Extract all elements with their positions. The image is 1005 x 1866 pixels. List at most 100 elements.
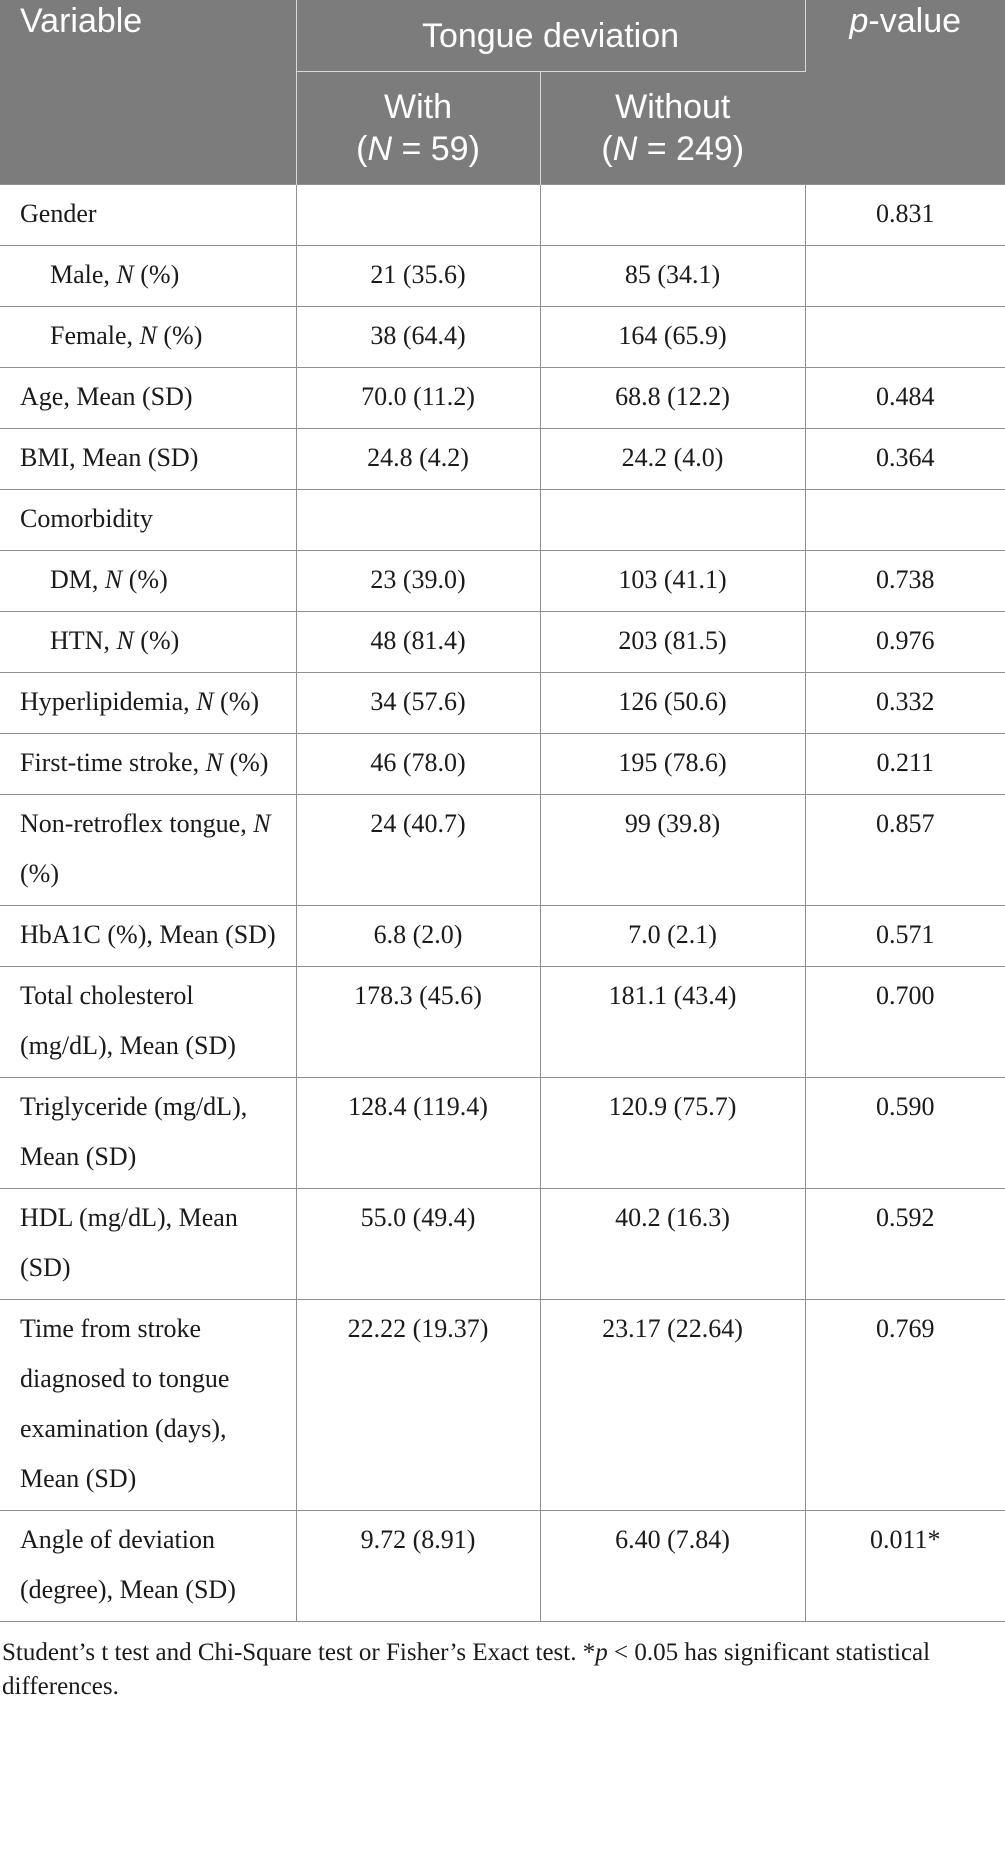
cell-p-value: 0.857 bbox=[804, 794, 1005, 906]
row-label: Male, N (%) bbox=[0, 245, 297, 307]
table-body: Gender 0.831 Male, N (%) 21 (35.6) 85 (34.1)… bbox=[0, 184, 1005, 1622]
cell-with: 46 (78.0) bbox=[295, 733, 541, 795]
cell-with: 24.8 (4.2) bbox=[295, 428, 541, 490]
cell-without: 120.9 (75.7) bbox=[539, 1077, 806, 1189]
table-row: Male, N (%) 21 (35.6) 85 (34.1) bbox=[0, 245, 1005, 307]
table-row: Hyperlipidemia, N (%) 34 (57.6) 126 (50.6)… bbox=[0, 672, 1005, 734]
cell-with: 21 (35.6) bbox=[295, 245, 541, 307]
header-p-italic: p bbox=[849, 2, 869, 40]
cell-without: 181.1 (43.4) bbox=[539, 966, 806, 1078]
table-row: HbA1C (%), Mean (SD) 6.8 (2.0) 7.0 (2.1) 0.… bbox=[0, 905, 1005, 967]
table-row: Non-retroflex tongue, N (%) 24 (40.7) 99 (… bbox=[0, 794, 1005, 906]
table-row: Triglyceride (mg/dL), Mean (SD) 128.4 (11… bbox=[0, 1077, 1005, 1189]
cell-with: 9.72 (8.91) bbox=[295, 1510, 541, 1622]
header-p-suffix: -value bbox=[868, 2, 962, 40]
cell-without bbox=[539, 489, 806, 551]
cell-p-value: 0.831 bbox=[804, 184, 1005, 246]
row-label: Age, Mean (SD) bbox=[0, 367, 297, 429]
cell-without: 203 (81.5) bbox=[539, 611, 806, 673]
header-without-label: Without bbox=[615, 88, 731, 126]
cell-p-value: 0.769 bbox=[804, 1299, 1005, 1511]
cell-with: 48 (81.4) bbox=[295, 611, 541, 673]
cell-p-value: 0.011* bbox=[804, 1510, 1005, 1622]
cell-with: 6.8 (2.0) bbox=[295, 905, 541, 967]
cell-without: 103 (41.1) bbox=[539, 550, 806, 612]
table-row: Time from stroke diagnosed to tongue exa… bbox=[0, 1299, 1005, 1511]
cell-p-value: 0.484 bbox=[804, 367, 1005, 429]
table-row: First-time stroke, N (%) 46 (78.0) 195 (78… bbox=[0, 733, 1005, 795]
cell-with: 38 (64.4) bbox=[295, 306, 541, 368]
header-with: With (N = 59) bbox=[296, 71, 541, 185]
cell-p-value bbox=[804, 306, 1005, 368]
cell-with: 70.0 (11.2) bbox=[295, 367, 541, 429]
header-without: Without (N = 249) bbox=[540, 71, 805, 185]
row-label: Triglyceride (mg/dL), Mean (SD) bbox=[0, 1077, 297, 1189]
cell-without: 68.8 (12.2) bbox=[539, 367, 806, 429]
header-p-value: p-value bbox=[805, 0, 1005, 185]
cell-with bbox=[295, 184, 541, 246]
table-row: HDL (mg/dL), Mean (SD) 55.0 (49.4) 40.2 (1… bbox=[0, 1188, 1005, 1300]
row-label: Hyperlipidemia, N (%) bbox=[0, 672, 297, 734]
cell-with: 22.22 (19.37) bbox=[295, 1299, 541, 1511]
cell-with: 178.3 (45.6) bbox=[295, 966, 541, 1078]
results-table: Variable Tongue deviation p-value With (N… bbox=[0, 0, 1005, 1622]
cell-without: 23.17 (22.64) bbox=[539, 1299, 806, 1511]
cell-with bbox=[295, 489, 541, 551]
row-label: First-time stroke, N (%) bbox=[0, 733, 297, 795]
cell-p-value bbox=[804, 245, 1005, 307]
row-label: HbA1C (%), Mean (SD) bbox=[0, 905, 297, 967]
row-label: Female, N (%) bbox=[0, 306, 297, 368]
cell-without: 6.40 (7.84) bbox=[539, 1510, 806, 1622]
row-label: DM, N (%) bbox=[0, 550, 297, 612]
cell-p-value bbox=[804, 489, 1005, 551]
cell-p-value: 0.211 bbox=[804, 733, 1005, 795]
cell-p-value: 0.738 bbox=[804, 550, 1005, 612]
cell-p-value: 0.590 bbox=[804, 1077, 1005, 1189]
header-without-n: (N = 249) bbox=[601, 130, 745, 168]
cell-p-value: 0.364 bbox=[804, 428, 1005, 490]
table-footnote: Student’s t test and Chi-Square test or … bbox=[2, 1639, 931, 1700]
row-label: HDL (mg/dL), Mean (SD) bbox=[0, 1188, 297, 1300]
cell-p-value: 0.332 bbox=[804, 672, 1005, 734]
cell-p-value: 0.976 bbox=[804, 611, 1005, 673]
row-label: Angle of deviation (degree), Mean (SD) bbox=[0, 1510, 297, 1622]
row-label: Comorbidity bbox=[0, 489, 297, 551]
row-label: Time from stroke diagnosed to tongue exa… bbox=[0, 1299, 297, 1511]
cell-with: 128.4 (119.4) bbox=[295, 1077, 541, 1189]
cell-without: 24.2 (4.0) bbox=[539, 428, 806, 490]
table-row: Comorbidity bbox=[0, 489, 1005, 551]
table-row: Gender 0.831 bbox=[0, 184, 1005, 246]
row-label: Total cholesterol (mg/dL), Mean (SD) bbox=[0, 966, 297, 1078]
cell-without bbox=[539, 184, 806, 246]
header-with-label: With bbox=[384, 88, 452, 126]
cell-with: 34 (57.6) bbox=[295, 672, 541, 734]
row-label: Gender bbox=[0, 184, 297, 246]
table-row: BMI, Mean (SD) 24.8 (4.2) 24.2 (4.0) 0.364 bbox=[0, 428, 1005, 490]
cell-p-value: 0.592 bbox=[804, 1188, 1005, 1300]
cell-with: 23 (39.0) bbox=[295, 550, 541, 612]
cell-p-value: 0.700 bbox=[804, 966, 1005, 1078]
cell-without: 7.0 (2.1) bbox=[539, 905, 806, 967]
cell-without: 126 (50.6) bbox=[539, 672, 806, 734]
cell-without: 195 (78.6) bbox=[539, 733, 806, 795]
header-with-n: (N = 59) bbox=[356, 130, 480, 168]
table-row: DM, N (%) 23 (39.0) 103 (41.1) 0.738 bbox=[0, 550, 1005, 612]
table-row: HTN, N (%) 48 (81.4) 203 (81.5) 0.976 bbox=[0, 611, 1005, 673]
cell-without: 40.2 (16.3) bbox=[539, 1188, 806, 1300]
cell-p-value: 0.571 bbox=[804, 905, 1005, 967]
cell-without: 99 (39.8) bbox=[539, 794, 806, 906]
table-header: Variable Tongue deviation p-value With (N… bbox=[0, 0, 1005, 185]
header-variable: Variable bbox=[0, 0, 297, 185]
cell-with: 24 (40.7) bbox=[295, 794, 541, 906]
table-row: Female, N (%) 38 (64.4) 164 (65.9) bbox=[0, 306, 1005, 368]
table-row: Total cholesterol (mg/dL), Mean (SD) 178.… bbox=[0, 966, 1005, 1078]
header-tongue-deviation: Tongue deviation bbox=[296, 0, 806, 72]
table-row: Angle of deviation (degree), Mean (SD) 9.… bbox=[0, 1510, 1005, 1622]
row-label: HTN, N (%) bbox=[0, 611, 297, 673]
cell-without: 164 (65.9) bbox=[539, 306, 806, 368]
cell-without: 85 (34.1) bbox=[539, 245, 806, 307]
table-row: Age, Mean (SD) 70.0 (11.2) 68.8 (12.2) 0.48… bbox=[0, 367, 1005, 429]
row-label: BMI, Mean (SD) bbox=[0, 428, 297, 490]
row-label: Non-retroflex tongue, N (%) bbox=[0, 794, 297, 906]
cell-with: 55.0 (49.4) bbox=[295, 1188, 541, 1300]
